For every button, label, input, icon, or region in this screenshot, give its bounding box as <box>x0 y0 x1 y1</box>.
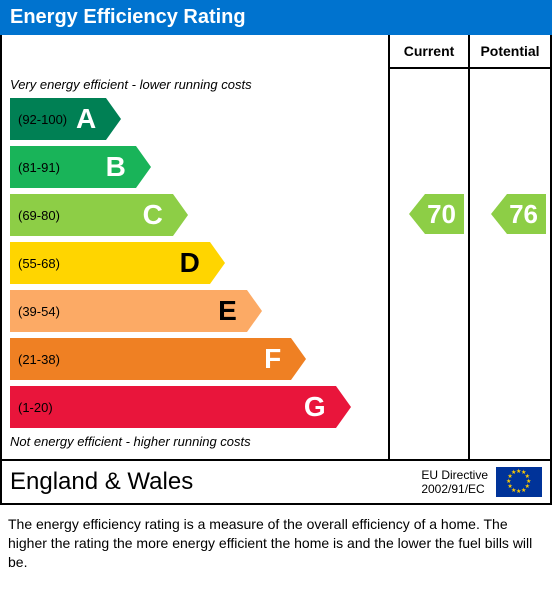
current-header: Current <box>390 35 468 69</box>
bands-area: (92-100)A (81-91)B (69-80)C (55-68)D (39-54)… <box>10 98 380 428</box>
footer-row: England & Wales EU Directive 2002/91/EC … <box>0 461 552 505</box>
band-range-e: (39-54) <box>10 304 212 319</box>
caption-bottom: Not energy efficient - higher running co… <box>10 434 380 449</box>
potential-value: 76 <box>507 199 546 230</box>
band-d: (55-68)D <box>10 242 210 284</box>
band-letter-f: F <box>258 343 291 375</box>
band-row-b: (81-91)B <box>10 146 380 188</box>
directive-label: EU Directive 2002/91/EC <box>421 468 488 496</box>
caption-top: Very energy efficient - lower running co… <box>10 77 380 92</box>
current-arrow: 70 <box>425 194 464 234</box>
directive-line2: 2002/91/EC <box>421 482 488 496</box>
potential-arrow: 76 <box>507 194 546 234</box>
band-letter-e: E <box>212 295 247 327</box>
band-row-a: (92-100)A <box>10 98 380 140</box>
band-letter-g: G <box>298 391 336 423</box>
band-b: (81-91)B <box>10 146 136 188</box>
eu-flag-icon: ★★★★★★★★★★★★ <box>496 467 542 497</box>
band-range-a: (92-100) <box>10 112 70 127</box>
band-letter-d: D <box>174 247 210 279</box>
band-row-g: (1-20)G <box>10 386 380 428</box>
title-bar: Energy Efficiency Rating <box>0 0 552 35</box>
band-g: (1-20)G <box>10 386 336 428</box>
description-text: The energy efficiency rating is a measur… <box>0 505 552 582</box>
chart-column: Very energy efficient - lower running co… <box>2 35 390 459</box>
band-row-e: (39-54)E <box>10 290 380 332</box>
epc-chart: Energy Efficiency Rating Very energy eff… <box>0 0 552 582</box>
band-f: (21-38)F <box>10 338 291 380</box>
band-row-f: (21-38)F <box>10 338 380 380</box>
current-column: Current 70 <box>390 35 470 459</box>
band-c: (69-80)C <box>10 194 173 236</box>
band-range-g: (1-20) <box>10 400 298 415</box>
band-row-c: (69-80)C <box>10 194 380 236</box>
band-e: (39-54)E <box>10 290 247 332</box>
main-table: Very energy efficient - lower running co… <box>0 35 552 461</box>
band-range-d: (55-68) <box>10 256 174 271</box>
band-range-f: (21-38) <box>10 352 258 367</box>
band-letter-c: C <box>137 199 173 231</box>
region-label: England & Wales <box>10 468 421 496</box>
current-value: 70 <box>425 199 464 230</box>
band-letter-b: B <box>100 151 136 183</box>
potential-header: Potential <box>470 35 550 69</box>
directive-line1: EU Directive <box>421 468 488 482</box>
band-range-c: (69-80) <box>10 208 137 223</box>
band-range-b: (81-91) <box>10 160 100 175</box>
band-row-d: (55-68)D <box>10 242 380 284</box>
band-a: (92-100)A <box>10 98 106 140</box>
potential-column: Potential 76 <box>470 35 550 459</box>
band-letter-a: A <box>70 103 106 135</box>
